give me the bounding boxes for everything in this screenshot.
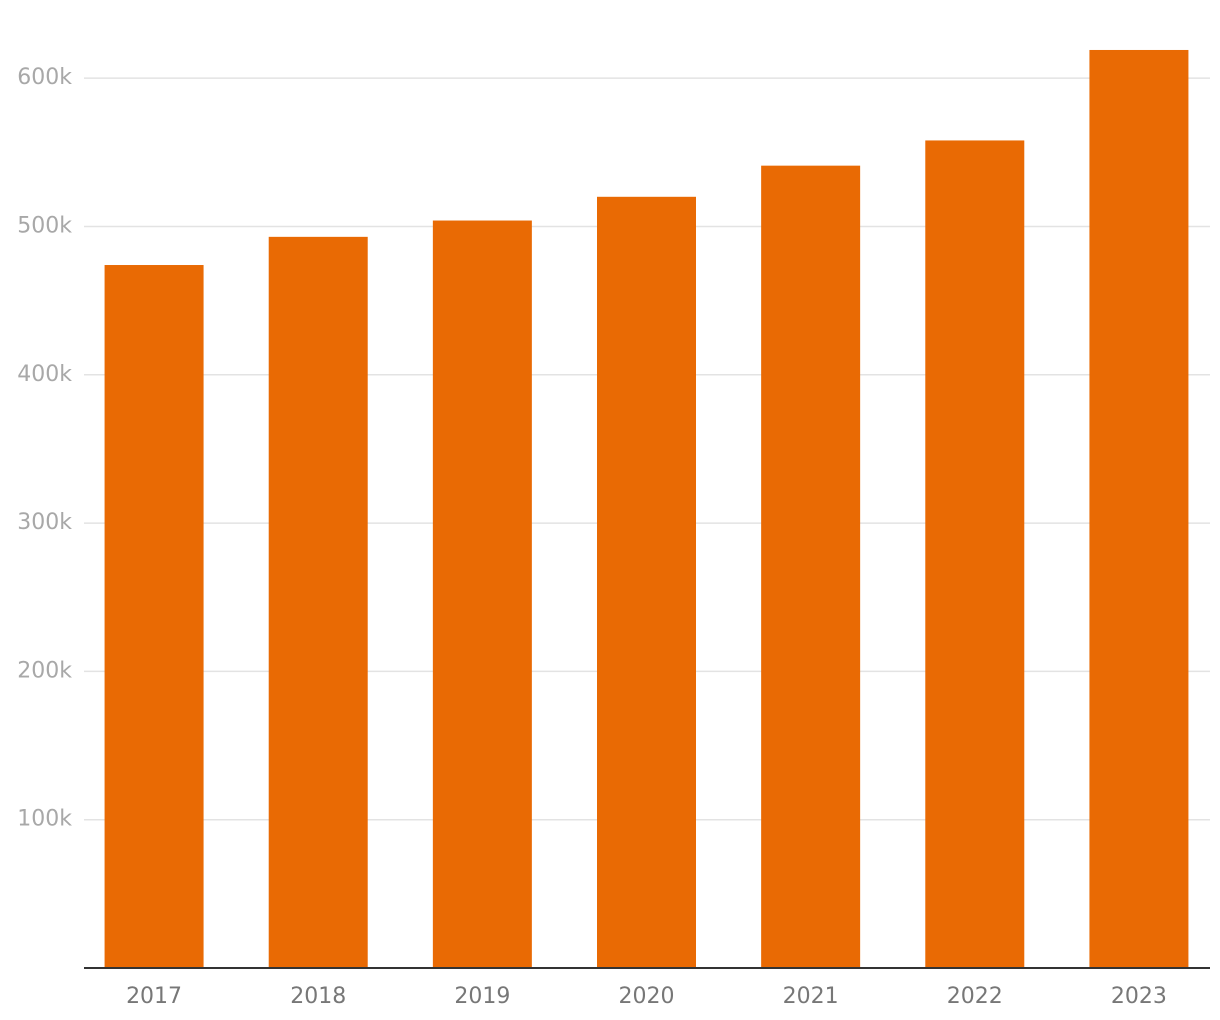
x-tick-label: 2019 — [454, 984, 510, 1009]
bar — [761, 165, 861, 968]
bar — [432, 220, 532, 968]
x-tick-label: 2017 — [126, 984, 182, 1009]
x-tick-label: 2022 — [947, 984, 1003, 1009]
bar — [104, 265, 204, 968]
x-tick-label: 2018 — [290, 984, 346, 1009]
x-tick-label: 2020 — [619, 984, 675, 1009]
y-tick-label: 100k — [17, 807, 72, 832]
bar — [597, 196, 696, 969]
x-tick-label: 2023 — [1111, 984, 1167, 1009]
y-tick-label: 300k — [17, 510, 72, 535]
y-tick-label: 400k — [17, 362, 72, 387]
y-tick-label: 500k — [17, 213, 72, 238]
y-tick-label: 600k — [17, 65, 72, 90]
bar — [925, 140, 1025, 969]
x-tick-label: 2021 — [783, 984, 839, 1009]
bar — [268, 236, 368, 968]
bar — [1089, 49, 1189, 968]
y-tick-label: 200k — [17, 658, 72, 683]
